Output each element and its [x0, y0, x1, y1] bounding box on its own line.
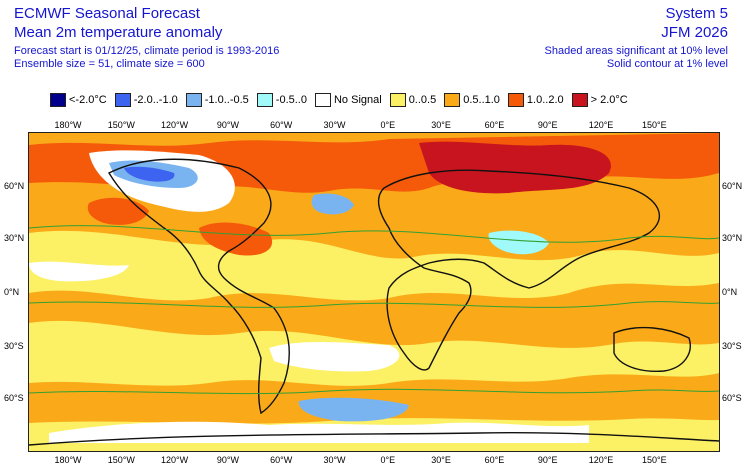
southern-ocean-cold — [298, 397, 409, 422]
bottom-lon-label: 30°E — [431, 455, 451, 465]
right-lat-label: 60°N — [722, 181, 743, 191]
bottom-lon-label: 60°W — [270, 455, 293, 465]
legend-label: 0.5..1.0 — [463, 94, 500, 106]
legend-swatch — [256, 93, 273, 107]
south-atlantic-no-signal — [269, 341, 400, 372]
top-lon-label: 90°E — [537, 120, 558, 130]
legend-item: 0..0.5 — [389, 93, 437, 107]
tropical-weak-warm — [29, 230, 719, 301]
ensemble-info-line: Ensemble size = 51, climate size = 600 — [14, 58, 205, 70]
legend-item: No Signal — [314, 93, 382, 107]
legend-item: 0.5..1.0 — [444, 93, 500, 107]
coastlines — [29, 158, 719, 446]
bottom-lon-label: 90°W — [216, 455, 239, 465]
bottom-lon-label: 30°W — [323, 455, 346, 465]
legend-swatch — [507, 93, 524, 107]
significance-note: Shaded areas significant at 10% level — [544, 45, 728, 57]
top-lon-label: 120°W — [161, 120, 189, 130]
southern-ocean-no-signal — [49, 421, 589, 443]
legend-swatch — [389, 93, 406, 107]
legend-label: -1.0..-0.5 — [204, 94, 249, 106]
australia-outline — [613, 326, 691, 372]
forecast-title: ECMWF Seasonal Forecast — [14, 5, 200, 22]
bottom-lon-label: 150°E — [641, 455, 667, 465]
bottom-lon-label: 0°E — [380, 455, 396, 465]
canada-very-cold — [124, 166, 175, 182]
top-lon-label: 60°E — [484, 120, 505, 130]
left-lat-label: 30°S — [4, 341, 24, 351]
significance-contours — [29, 225, 719, 395]
legend-label: -2.0..-1.0 — [133, 94, 178, 106]
color-legend: <-2.0°C -2.0..-1.0 -1.0..-0.5 -0.5..0 No Sig… — [50, 92, 636, 108]
left-lat-label: 60°N — [4, 181, 25, 191]
legend-swatch — [185, 93, 202, 107]
top-lon-label: 90°W — [216, 120, 239, 130]
top-lon-label: 120°E — [588, 120, 614, 130]
legend-swatch — [314, 93, 331, 107]
bottom-lon-label: 120°W — [161, 455, 189, 465]
top-lon-label: 150°W — [107, 120, 135, 130]
us-southeast-warm — [199, 222, 273, 256]
legend-label: 0..0.5 — [408, 94, 437, 106]
afro-eurasia-outline — [377, 169, 661, 371]
legend-item: -1.0..-0.5 — [185, 93, 249, 107]
bottom-lon-label: 60°E — [484, 455, 505, 465]
right-lat-label: 60°S — [722, 393, 742, 403]
americas-outline — [108, 158, 290, 415]
left-lat-label: 60°S — [4, 393, 24, 403]
top-lon-label: 30°W — [323, 120, 346, 130]
legend-swatch — [571, 93, 588, 107]
legend-item: -2.0..-1.0 — [114, 93, 178, 107]
right-lat-label: 30°S — [722, 341, 742, 351]
top-lon-label: 60°W — [270, 120, 293, 130]
pacific-warm-patch — [87, 197, 149, 225]
bottom-lon-label: 120°E — [588, 455, 614, 465]
anomaly-map-svg — [29, 133, 719, 451]
eurasia-very-warm — [419, 141, 611, 194]
legend-swatch — [50, 93, 66, 107]
legend-item: 1.0..2.0 — [507, 93, 564, 107]
legend-label: No Signal — [333, 94, 382, 106]
top-lon-label: 180°W — [54, 120, 82, 130]
top-lon-label: 30°E — [431, 120, 451, 130]
legend-swatch — [114, 93, 131, 107]
period-title: JFM 2026 — [661, 24, 728, 41]
bottom-lon-label: 90°E — [537, 455, 558, 465]
legend-label: > 2.0°C — [590, 94, 628, 106]
forecast-info-line: Forecast start is 01/12/25, climate peri… — [14, 45, 280, 57]
right-lat-label: 0°N — [722, 287, 738, 297]
top-lon-label: 150°E — [641, 120, 667, 130]
right-lat-label: 30°N — [722, 233, 743, 243]
bottom-lon-label: 150°W — [107, 455, 135, 465]
variable-title: Mean 2m temperature anomaly — [14, 24, 223, 41]
legend-label: -0.5..0 — [275, 94, 307, 106]
asia-slight-cold — [488, 230, 549, 255]
legend-item: -0.5..0 — [256, 93, 307, 107]
antarctica-outline — [29, 431, 719, 446]
left-lat-label: 30°N — [4, 233, 25, 243]
system-title: System 5 — [665, 5, 728, 22]
pacific-no-signal — [29, 261, 129, 282]
north-atlantic-cold — [311, 193, 354, 215]
top-lon-label: 0°E — [380, 120, 396, 130]
legend-swatch — [444, 93, 461, 107]
legend-item: <-2.0°C — [50, 93, 107, 107]
left-lat-label: 0°N — [4, 287, 20, 297]
anomaly-map — [28, 132, 720, 452]
contour-note: Solid contour at 1% level — [606, 58, 728, 70]
legend-item: > 2.0°C — [571, 93, 628, 107]
legend-label: <-2.0°C — [69, 94, 107, 106]
legend-label: 1.0..2.0 — [526, 94, 564, 106]
bottom-lon-label: 180°W — [54, 455, 82, 465]
